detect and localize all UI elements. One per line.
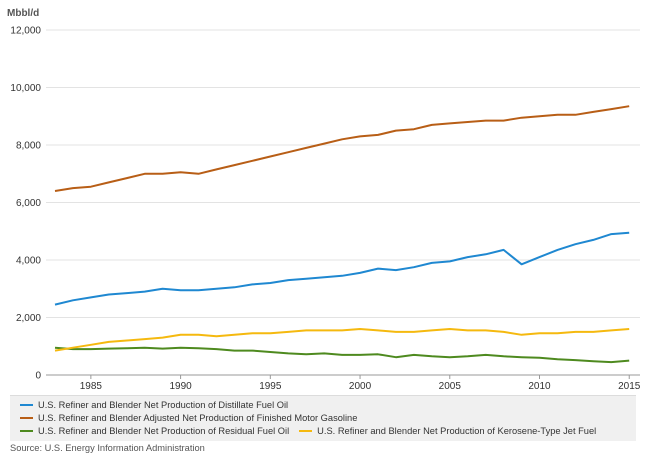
legend-swatch — [20, 429, 33, 432]
y-tick-label: 12,000 — [10, 26, 41, 37]
x-tick-label: 2000 — [349, 381, 372, 392]
legend-row: U.S. Refiner and Blender Net Production … — [10, 424, 636, 437]
y-tick-label: 2,000 — [16, 313, 41, 324]
legend-swatch — [20, 416, 33, 419]
jet-fuel-line — [54, 328, 630, 352]
y-unit-label: Mbbl/d — [7, 8, 39, 19]
legend-swatch — [20, 403, 33, 406]
residual-fuel-oil-line — [54, 346, 630, 364]
x-tick-label: 1995 — [259, 381, 282, 392]
gridlines — [46, 29, 640, 376]
x-tick-label: 2015 — [618, 381, 641, 392]
legend-item-residual[interactable]: U.S. Refiner and Blender Net Production … — [20, 426, 289, 436]
motor-gasoline-line — [54, 105, 630, 192]
y-tick-label: 6,000 — [16, 198, 41, 209]
legend-swatch — [299, 429, 313, 432]
legend-item-distillate[interactable]: U.S. Refiner and Blender Net Production … — [20, 400, 288, 410]
x-tick-label: 1985 — [80, 381, 103, 392]
x-tick-label: 2005 — [439, 381, 462, 392]
y-tick-label: 10,000 — [10, 83, 41, 94]
y-tick-label: 4,000 — [16, 256, 41, 267]
legend: U.S. Refiner and Blender Net Production … — [10, 395, 636, 441]
legend-row: U.S. Refiner and Blender Adjusted Net Pr… — [10, 411, 636, 424]
legend-item-jet-fuel[interactable]: U.S. Refiner and Blender Net Production … — [299, 426, 596, 436]
x-tick-label: 1990 — [169, 381, 192, 392]
distillate-fuel-oil-line — [54, 231, 630, 306]
legend-label: U.S. Refiner and Blender Net Production … — [317, 425, 597, 436]
legend-label: U.S. Refiner and Blender Net Production … — [38, 399, 289, 410]
legend-item-gasoline[interactable]: U.S. Refiner and Blender Adjusted Net Pr… — [20, 413, 357, 423]
source-note: Source: U.S. Energy Information Administ… — [10, 443, 205, 453]
y-tick-label: 8,000 — [16, 141, 41, 152]
legend-row: U.S. Refiner and Blender Net Production … — [10, 398, 636, 411]
x-tick-label: 2010 — [528, 381, 551, 392]
y-tick-label: 0 — [35, 371, 41, 382]
legend-label: U.S. Refiner and Blender Net Production … — [38, 425, 290, 436]
legend-label: U.S. Refiner and Blender Adjusted Net Pr… — [38, 412, 358, 423]
x-axis-ticks: 1985 1990 1995 2000 2005 2010 2015 — [80, 375, 641, 392]
series-lines — [54, 105, 630, 364]
y-axis-ticks: 0 2,000 4,000 6,000 8,000 10,000 12,000 — [10, 26, 41, 382]
